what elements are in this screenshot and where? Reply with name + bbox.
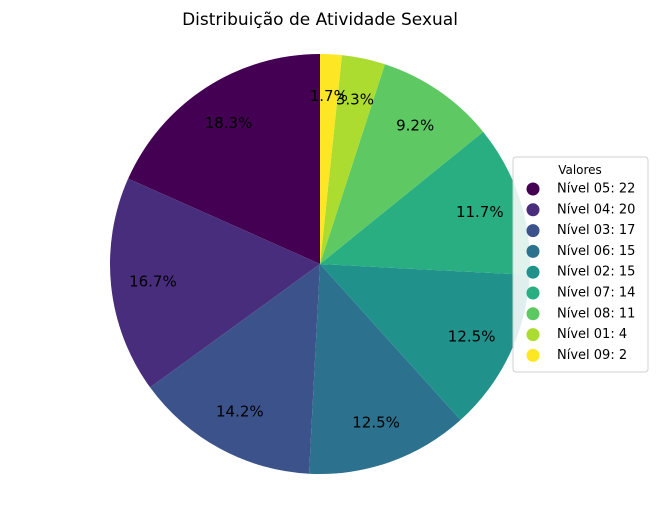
legend-entry: Nível 09: 2 bbox=[557, 348, 627, 363]
slice-percent-label: 12.5% bbox=[448, 327, 496, 345]
legend-entry: Nível 06: 15 bbox=[557, 244, 635, 259]
legend-marker bbox=[526, 203, 540, 217]
pie-slice bbox=[110, 178, 321, 388]
pie-slice bbox=[309, 264, 461, 474]
legend-marker bbox=[526, 244, 540, 258]
legend-entry: Nível 08: 11 bbox=[557, 306, 635, 321]
pie-slice bbox=[320, 131, 530, 275]
legend-marker bbox=[526, 307, 540, 321]
slice-percent-label: 14.2% bbox=[216, 403, 264, 421]
slice-percent-label: 9.2% bbox=[396, 117, 434, 135]
legend-marker bbox=[526, 182, 540, 196]
slice-percent-label: 16.7% bbox=[129, 273, 177, 291]
legend-entry: Nível 02: 15 bbox=[557, 265, 635, 280]
legend-marker bbox=[526, 224, 540, 238]
legend-marker bbox=[526, 328, 540, 342]
slice-percent-label: 12.5% bbox=[352, 413, 400, 431]
legend-marker bbox=[526, 265, 540, 279]
legend-frame bbox=[512, 156, 649, 373]
pie-slice bbox=[320, 64, 484, 264]
pie-slice bbox=[320, 54, 342, 264]
legend-marker bbox=[526, 348, 540, 362]
pie-slice bbox=[150, 264, 320, 474]
legend-title: Valores bbox=[558, 163, 602, 177]
legend-entry: Nível 03: 17 bbox=[557, 223, 635, 238]
pie-slice bbox=[320, 55, 385, 264]
legend-entry: Nível 04: 20 bbox=[557, 202, 635, 217]
legend: Valores Nível 05: 22 Nível 04: 20 Nível 03… bbox=[512, 156, 649, 373]
slice-percent-label: 11.7% bbox=[456, 203, 504, 221]
slice-percent-label: 18.3% bbox=[205, 114, 253, 132]
legend-entry: Nível 01: 4 bbox=[557, 327, 627, 342]
slice-percent-label: 3.3% bbox=[336, 91, 374, 109]
legend-marker bbox=[526, 286, 540, 300]
chart-title: Distribuição de Atividade Sexual bbox=[182, 10, 458, 30]
pie-slice bbox=[320, 264, 530, 421]
legend-entry: Nível 07: 14 bbox=[557, 286, 635, 301]
pie-labels: 18.3% 16.7% 14.2% 12.5% 12.5% 11.7% 9.2% 3.3%1.… bbox=[129, 87, 504, 431]
pie-slice bbox=[128, 54, 320, 264]
legend-items: Nível 05: 22 Nível 04: 20 Nível 03: 17 Níve… bbox=[526, 182, 635, 363]
pie-slices bbox=[110, 54, 530, 474]
legend-entry: Nível 05: 22 bbox=[557, 182, 635, 197]
slice-percent-label: 1.7% bbox=[310, 87, 348, 105]
